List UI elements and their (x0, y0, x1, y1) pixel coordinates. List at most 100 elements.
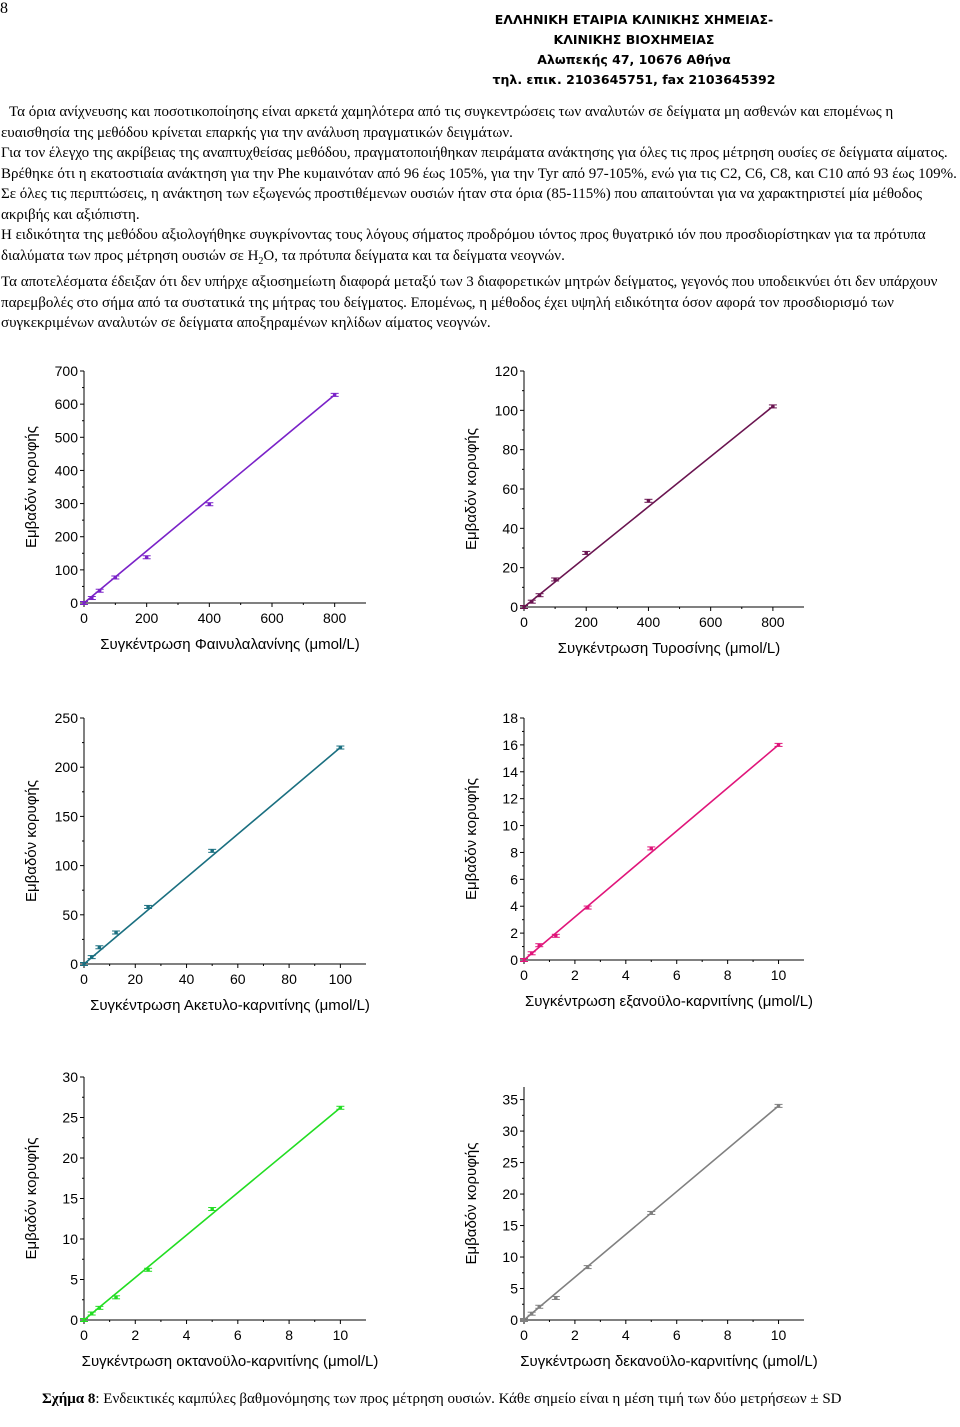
y-tick-label: 0 (70, 956, 78, 972)
point-marker (210, 849, 214, 853)
y-tick-label: 30 (502, 1123, 518, 1139)
x-axis-label: Συγκέντρωση Τυροσίνης (μmol/L) (558, 640, 780, 657)
y-tick-label: 0 (510, 599, 518, 615)
calibration-fit-line (83, 746, 341, 965)
data-point (336, 745, 345, 750)
data-point (647, 1210, 656, 1215)
point-marker (522, 958, 526, 962)
header-contact: τηλ. επικ. 2103645751, fax 2103645392 (492, 72, 776, 87)
y-axis-label: Εμβαδόν κορυφής (23, 780, 40, 902)
point-marker (649, 846, 654, 851)
x-tick-label: 800 (761, 614, 785, 630)
paragraph-detection-limits: Τα όρια ανίχνευσης και ποσοτικοποίησης ε… (1, 104, 894, 141)
x-axis-label: Συγκέντρωση εξανοϋλο-καρνιτίνης (μmol/L) (525, 993, 813, 1010)
point-marker (89, 955, 94, 959)
point-marker (522, 1318, 526, 1322)
point-marker (90, 596, 94, 600)
paragraph-specificity-b: O, τα πρότυπα δείγματα και τα δείγματα ν… (263, 247, 565, 264)
x-tick-label: 100 (329, 971, 353, 987)
y-tick-label: 20 (502, 1186, 518, 1202)
point-marker (332, 393, 337, 397)
y-tick-label: 100 (55, 562, 79, 578)
y-axis-label: Εμβαδόν κορυφής (463, 428, 480, 550)
data-point (527, 1311, 536, 1316)
point-marker (585, 905, 590, 910)
y-tick-label: 80 (502, 442, 518, 458)
data-point (80, 1318, 88, 1322)
header-line-1: ΕΛΛΗΝΙΚΗ ΕΤΑΙΡΙΑ ΚΛΙΝΙΚΗΣ ΧΗΜΕΙΑΣ- (494, 12, 774, 27)
chart-octanoylcarnitine: 0 5 10 15 20 25 30 0 2 4 6 8 10 Συγκέντρωση οκτανοϋλο… (23, 1069, 378, 1370)
chart-phenylalanine: 0 100 200 300 400 500 600 700 0 200 400 600 800 Συγκέ… (23, 363, 366, 653)
y-tick-label: 0 (510, 1312, 518, 1328)
data-point (208, 1207, 217, 1212)
y-tick-label: 25 (62, 1110, 78, 1126)
point-marker (82, 1318, 86, 1322)
data-point (551, 933, 560, 938)
point-marker (97, 588, 102, 593)
society-header: ΕΛΛΗΝΙΚΗ ΕΤΑΙΡΙΑ ΚΛΙΝΙΚΗΣ ΧΗΜΕΙΑΣ- ΚΛΙΝΙ… (484, 10, 784, 90)
paragraph-specificity-a: Η ειδικότητα της μεθόδου αξιολογήθηκε συ… (1, 227, 926, 264)
y-tick-label: 10 (502, 818, 518, 834)
y-axis-label: Εμβαδόν κορυφής (23, 426, 40, 548)
data-point (774, 742, 783, 747)
point-marker (537, 943, 542, 948)
y-axis-label: Εμβαδόν κορυφής (463, 778, 480, 900)
y-tick-label: 12 (502, 791, 518, 807)
y-tick-label: 500 (55, 429, 79, 445)
point-marker (584, 551, 589, 555)
data-point (583, 1265, 592, 1270)
x-tick-label: 0 (520, 967, 528, 983)
point-marker (146, 1267, 150, 1272)
data-point (205, 502, 214, 507)
y-tick-label: 0 (70, 595, 78, 611)
point-marker (114, 1295, 118, 1300)
x-tick-label: 2 (571, 1327, 579, 1343)
point-marker (646, 499, 651, 503)
y-tick-label: 10 (502, 1249, 518, 1265)
calibration-fit-line (523, 405, 774, 608)
data-point (208, 848, 217, 853)
data-point (647, 846, 656, 851)
data-point (87, 955, 96, 960)
x-axis-label: Συγκέντρωση Ακετυλο-καρνιτίνης (μmol/L) (90, 997, 370, 1014)
data-point (330, 392, 339, 397)
point-marker (529, 599, 534, 604)
y-tick-label: 4 (510, 898, 518, 914)
data-point (582, 550, 591, 555)
point-marker (146, 905, 150, 909)
data-point (144, 904, 153, 909)
x-tick-label: 8 (285, 1327, 293, 1343)
data-point (551, 577, 560, 582)
y-tick-label: 35 (502, 1092, 518, 1108)
x-tick-label: 8 (724, 967, 732, 983)
x-tick-label: 0 (80, 610, 88, 626)
y-tick-label: 700 (55, 363, 79, 379)
point-marker (529, 951, 534, 956)
calibration-fit-line (83, 394, 336, 604)
y-tick-label: 60 (502, 481, 518, 497)
point-marker (82, 601, 86, 605)
y-tick-label: 200 (55, 759, 79, 775)
y-tick-label: 15 (62, 1191, 78, 1207)
x-tick-label: 10 (771, 967, 787, 983)
y-tick-label: 20 (502, 560, 518, 576)
y-tick-label: 20 (62, 1150, 78, 1166)
data-point (95, 1305, 104, 1310)
data-point (112, 930, 121, 935)
data-point (142, 555, 151, 560)
x-tick-label: 0 (80, 1327, 88, 1343)
y-tick-label: 100 (55, 858, 79, 874)
figure-caption: Σχήμα 8: Ενδεικτικές καμπύλες βαθμονόμησ… (42, 1390, 942, 1409)
x-tick-label: 400 (637, 614, 661, 630)
calibration-fit-line (83, 1107, 341, 1321)
point-marker (771, 404, 775, 409)
header-line-2: ΚΛΙΝΙΚΗΣ ΒΙΟΧΗΜΕΙΑΣ (553, 32, 715, 47)
chart-hexanoylcarnitine: 0 2 4 6 8 10 12 14 16 18 0 2 4 6 8 10 Συγκέντρωση εξανοϋ… (463, 710, 813, 1010)
caption-label: Σχήμα 8 (42, 1391, 96, 1407)
data-point (527, 951, 536, 956)
x-tick-label: 200 (135, 610, 159, 626)
x-tick-label: 2 (131, 1327, 139, 1343)
point-marker (338, 745, 343, 750)
x-tick-label: 4 (183, 1327, 191, 1343)
y-tick-label: 40 (502, 520, 518, 536)
